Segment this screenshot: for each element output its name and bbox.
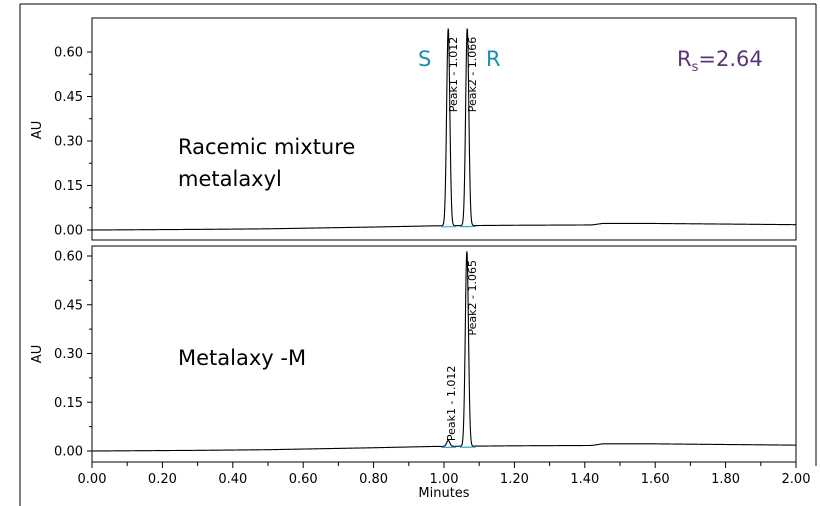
y-tick-label: 0.45	[54, 90, 83, 105]
peak-label: Peak2 - 1.065	[466, 260, 479, 336]
resolution-subscript: s	[692, 60, 699, 75]
x-tick-label: 1.60	[641, 472, 670, 487]
x-tick-label: 2.00	[782, 472, 811, 487]
sample-label-line1: Racemic mixture	[178, 135, 355, 159]
sample-label-line2: metalaxyl	[178, 167, 282, 191]
y-tick-label: 0.30	[54, 135, 83, 150]
y-tick-label: 0.45	[54, 298, 83, 313]
plot-frame-top	[91, 17, 797, 241]
y-tick-label: 0.60	[54, 250, 83, 265]
y-tick-label: 0.30	[54, 347, 83, 362]
peak-label: Peak2 - 1.066	[466, 37, 479, 113]
x-tick-label: 1.20	[500, 472, 529, 487]
enantiomer-label-s: S	[418, 47, 431, 71]
y-ticks-bottom: 0.00 0.15 0.30 0.45 0.60	[54, 250, 92, 460]
y-tick-label: 0.60	[54, 46, 83, 61]
x-tick-label: 1.40	[570, 472, 599, 487]
sample-label-metalaxyl-m: Metalaxy -M	[178, 346, 306, 370]
y-tick-label: 0.15	[54, 179, 83, 194]
x-tick-label: 0.20	[148, 472, 177, 487]
x-tick-label: 0.60	[289, 472, 318, 487]
trace-bottom	[92, 251, 796, 452]
resolution-value: Rs=2.64	[677, 47, 763, 75]
y-axis-title-bottom: AU	[30, 345, 45, 363]
x-tick-label: 0.40	[218, 472, 247, 487]
x-tick-label: 1.00	[430, 472, 459, 487]
peak-label: Peak1 - 1.012	[445, 366, 458, 442]
x-axis-title: Minutes	[418, 486, 469, 501]
peak-labels-top: Peak1 - 1.012 Peak2 - 1.066	[447, 37, 479, 113]
panel-bottom-metalaxyl-m: 0.00 0.15 0.30 0.45 0.60 0.00 0.20 0.40 0.60 0.8…	[30, 245, 811, 501]
enantiomer-label-r: R	[486, 47, 501, 71]
y-tick-label: 0.00	[54, 445, 83, 460]
panel-top-racemic: 0.000.150.300.450.60 AU Peak1 - 1.012 Pea…	[30, 17, 797, 241]
x-ticks-bottom: 0.00 0.20 0.40 0.60 0.80 1.00 1.20 1.40 1.60 1.80…	[78, 462, 811, 487]
y-tick-label: 0.15	[54, 396, 83, 411]
x-tick-label: 0.00	[78, 472, 107, 487]
y-ticks-top: 0.00 0.15 0.30 0.45 0.60	[54, 46, 92, 239]
trace-top	[92, 28, 796, 231]
x-tick-label: 1.80	[711, 472, 740, 487]
y-axis-title-top: AU	[30, 121, 45, 139]
peak-label: Peak1 - 1.012	[447, 37, 460, 113]
x-tick-label: 0.80	[359, 472, 388, 487]
y-tick-label: 0.00	[54, 224, 83, 239]
peak-labels-bottom: Peak1 - 1.012 Peak2 - 1.065	[445, 260, 479, 441]
